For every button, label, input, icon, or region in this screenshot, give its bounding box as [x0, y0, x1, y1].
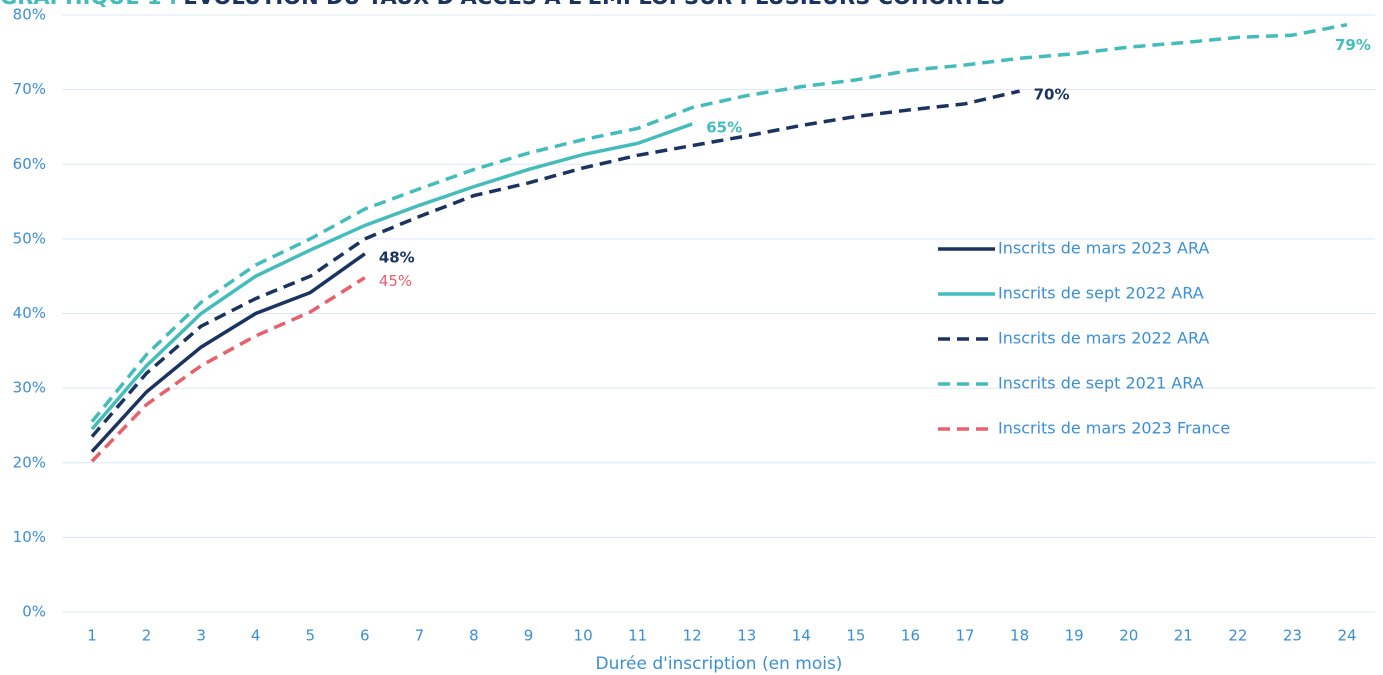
x-tick-label: 19	[1065, 627, 1084, 645]
chart-title: GRAPHIQUE 1 : ÉVOLUTION DU TAUX D'ACCÈS À…	[0, 0, 1005, 9]
end-label: 79%	[1335, 36, 1371, 54]
legend-label: Inscrits de sept 2021 ARA	[998, 374, 1204, 393]
end-label: 70%	[1034, 86, 1070, 104]
x-tick-label: 24	[1337, 627, 1356, 645]
end-label: 48%	[379, 248, 415, 266]
end-label: 45%	[379, 272, 412, 290]
line-series	[90, 22, 1348, 423]
line-series	[90, 276, 366, 463]
x-tick-label: 16	[901, 627, 920, 645]
title-text: ÉVOLUTION DU TAUX D'ACCÈS À L'EMPLOI SUR…	[183, 0, 1005, 9]
line-series	[90, 89, 1021, 438]
y-tick-label: 0%	[22, 603, 46, 621]
x-tick-label: 20	[1119, 627, 1138, 645]
x-tick-label: 3	[196, 627, 206, 645]
x-tick-label: 1	[87, 627, 97, 645]
x-tick-label: 9	[524, 627, 534, 645]
legend-label: Inscrits de mars 2023 France	[998, 419, 1230, 438]
x-tick-label: 21	[1174, 627, 1193, 645]
x-tick-label: 11	[628, 627, 647, 645]
line-series	[90, 122, 693, 431]
end-label: 65%	[706, 118, 742, 136]
y-tick-label: 20%	[13, 453, 46, 471]
line-series	[90, 252, 366, 453]
x-tick-label: 8	[469, 627, 479, 645]
y-tick-label: 10%	[13, 528, 46, 546]
y-tick-label: 40%	[13, 304, 46, 322]
x-tick-label: 22	[1228, 627, 1247, 645]
y-tick-label: 60%	[13, 155, 46, 173]
x-tick-label: 7	[415, 627, 425, 645]
y-tick-label: 80%	[13, 6, 46, 24]
legend-label: Inscrits de mars 2023 ARA	[998, 239, 1209, 258]
x-tick-label: 6	[360, 627, 370, 645]
x-tick-label: 12	[683, 627, 702, 645]
x-tick-label: 5	[305, 627, 315, 645]
title-label: GRAPHIQUE 1 :	[0, 0, 177, 9]
x-tick-label: 13	[737, 627, 756, 645]
x-tick-label: 2	[142, 627, 152, 645]
x-tick-label: 14	[792, 627, 811, 645]
y-tick-label: 70%	[13, 80, 46, 98]
x-tick-label: 17	[955, 627, 974, 645]
y-tick-label: 50%	[13, 229, 46, 247]
x-tick-label: 4	[251, 627, 261, 645]
x-axis-label: Durée d'inscription (en mois)	[596, 654, 843, 674]
x-tick-label: 10	[574, 627, 593, 645]
legend-label: Inscrits de sept 2022 ARA	[998, 284, 1204, 303]
x-tick-label: 15	[846, 627, 865, 645]
x-tick-label: 18	[1010, 627, 1029, 645]
x-tick-label: 23	[1283, 627, 1302, 645]
y-tick-label: 30%	[13, 379, 46, 397]
legend-label: Inscrits de mars 2022 ARA	[998, 329, 1209, 348]
